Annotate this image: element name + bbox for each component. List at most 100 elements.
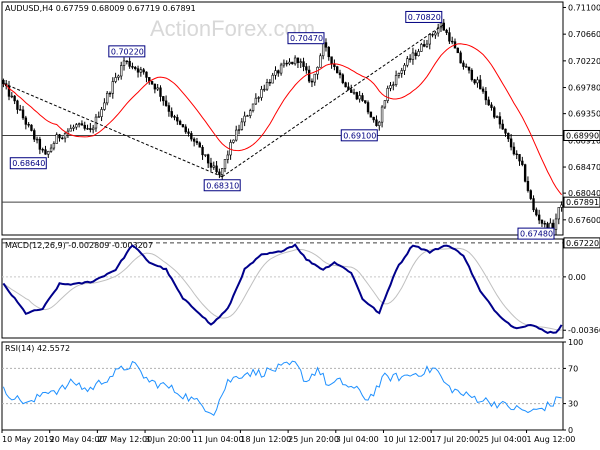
- candle-body: [288, 61, 291, 65]
- candle-body: [459, 52, 462, 64]
- candle-body: [218, 171, 221, 175]
- candle-body: [61, 137, 64, 140]
- xtick-label: 25 Jun 20:00: [288, 435, 339, 444]
- candle-body: [114, 77, 117, 82]
- candle-body: [195, 141, 199, 144]
- candle-body: [72, 126, 75, 129]
- xtick-label: 25 Jul 04:00: [479, 435, 527, 444]
- candle-body: [80, 123, 84, 126]
- rsi-line: [2, 360, 562, 416]
- candle-body: [47, 151, 50, 155]
- candle-body: [260, 89, 263, 98]
- candle-body: [226, 154, 230, 160]
- candle-body: [420, 44, 423, 52]
- candle-body: [52, 143, 56, 149]
- candle-body: [145, 71, 148, 78]
- xtick-label: 27 May 12:00: [97, 435, 152, 444]
- candle-body: [521, 160, 524, 165]
- price-annotation-box: [203, 179, 241, 192]
- candle-body: [364, 100, 367, 103]
- candle-body: [481, 88, 485, 92]
- candle-body: [350, 89, 353, 93]
- candle-body: [448, 32, 451, 42]
- candle-body: [125, 60, 129, 63]
- candle-body: [470, 69, 474, 80]
- pane-frame-r: [1, 341, 564, 431]
- candle-body: [150, 81, 154, 85]
- price-annotation-label: 0.67480: [520, 230, 553, 239]
- candle-body: [10, 95, 14, 98]
- candle-body: [501, 123, 504, 130]
- candle-body: [467, 66, 471, 71]
- candle-body: [509, 138, 513, 148]
- candle-body: [355, 92, 359, 100]
- candle-body: [479, 79, 482, 90]
- candle-body: [243, 115, 246, 123]
- candle-body: [13, 95, 16, 102]
- candle-body: [411, 52, 415, 60]
- candle-body: [249, 110, 252, 116]
- candle-body: [240, 121, 244, 130]
- candle-body: [352, 92, 356, 94]
- xtick-label: 10 Jul 12:00: [383, 435, 431, 444]
- xtick-label: 3 Jun 20:00: [145, 435, 191, 444]
- candle-body: [49, 147, 53, 152]
- candle-body: [293, 57, 297, 65]
- candle-body: [128, 60, 131, 67]
- candle-body: [307, 69, 311, 82]
- candle-body: [394, 75, 398, 85]
- xtick-label: 3 Jul 04:00: [336, 435, 379, 444]
- price-ytick-label: 0.70660: [568, 30, 600, 39]
- candle-body: [176, 117, 179, 122]
- candle-body: [532, 198, 535, 211]
- candle-body: [291, 61, 294, 65]
- candle-body: [204, 154, 207, 156]
- candle-body: [338, 72, 342, 76]
- candle-body: [77, 123, 81, 125]
- macd-ytick-label: 0.00: [568, 273, 586, 282]
- candle-body: [27, 124, 30, 126]
- candle-body: [153, 83, 157, 90]
- candle-body: [100, 109, 103, 117]
- candle-body: [209, 162, 213, 168]
- candle-body: [235, 129, 238, 141]
- candle-body: [173, 116, 176, 118]
- candle-body: [279, 64, 283, 74]
- candle-body: [397, 73, 401, 76]
- candle-body: [335, 66, 339, 74]
- candle-body: [63, 133, 67, 139]
- candle-body: [490, 104, 493, 108]
- candle-body: [560, 204, 563, 208]
- level-tag: [563, 196, 600, 208]
- candle-body: [366, 102, 370, 113]
- price-annotation-box: [517, 227, 555, 240]
- candle-body: [495, 116, 499, 118]
- candle-body: [554, 218, 558, 230]
- price-annotation-label: 0.68310: [206, 181, 239, 190]
- price-ytick-label: 0.71100: [568, 3, 600, 12]
- candle-body: [83, 124, 86, 129]
- candle-body: [498, 116, 502, 125]
- candle-body: [299, 61, 302, 63]
- candle-body: [400, 70, 403, 74]
- candle-body: [537, 214, 541, 221]
- candle-body: [282, 62, 286, 66]
- candle-body: [523, 164, 527, 182]
- candle-body: [358, 95, 361, 100]
- rsi-ytick-label: 0: [568, 426, 573, 435]
- price-annotation-box: [108, 45, 146, 58]
- candle-body: [408, 58, 412, 60]
- candle-body: [535, 209, 538, 216]
- xtick-label: 17 Jul 20:00: [431, 435, 479, 444]
- candle-body: [19, 109, 22, 111]
- candle-body: [333, 63, 336, 68]
- candle-body: [265, 81, 269, 90]
- candle-body: [41, 149, 44, 151]
- price-ytick-label: 0.69350: [568, 110, 600, 119]
- candle-body: [16, 100, 19, 110]
- price-annotation-box: [340, 129, 378, 142]
- candle-body: [263, 88, 266, 91]
- xtick-label: 10 May 2019: [2, 435, 54, 444]
- candle-body: [58, 134, 61, 139]
